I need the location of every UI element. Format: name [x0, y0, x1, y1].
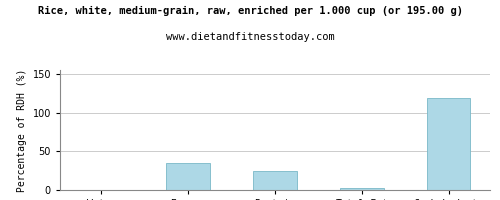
Text: www.dietandfitnesstoday.com: www.dietandfitnesstoday.com	[166, 32, 334, 42]
Text: Rice, white, medium-grain, raw, enriched per 1.000 cup (or 195.00 g): Rice, white, medium-grain, raw, enriched…	[38, 6, 463, 16]
Bar	[340, 188, 384, 190]
Bar	[427, 98, 470, 190]
Y-axis label: Percentage of RDH (%): Percentage of RDH (%)	[17, 68, 27, 192]
Bar	[254, 171, 296, 190]
Bar	[166, 163, 210, 190]
